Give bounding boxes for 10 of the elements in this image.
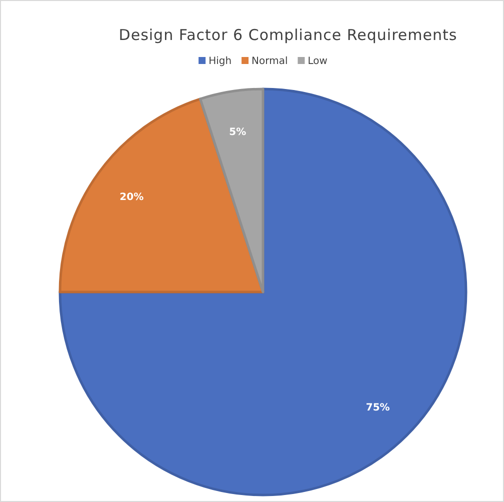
pie-slice bbox=[58, 98, 264, 294]
chart-title: Design Factor 6 Compliance Requirements bbox=[118, 26, 458, 44]
pie-slice bbox=[58, 88, 468, 496]
data-label: 20% bbox=[120, 192, 144, 204]
pie-slice bbox=[199, 88, 264, 294]
data-label: 5% bbox=[229, 127, 246, 138]
legend-label: Low bbox=[308, 56, 328, 67]
legend-label: High bbox=[208, 56, 232, 67]
legend-label: Normal bbox=[252, 56, 288, 67]
data-label: 75% bbox=[366, 402, 390, 414]
